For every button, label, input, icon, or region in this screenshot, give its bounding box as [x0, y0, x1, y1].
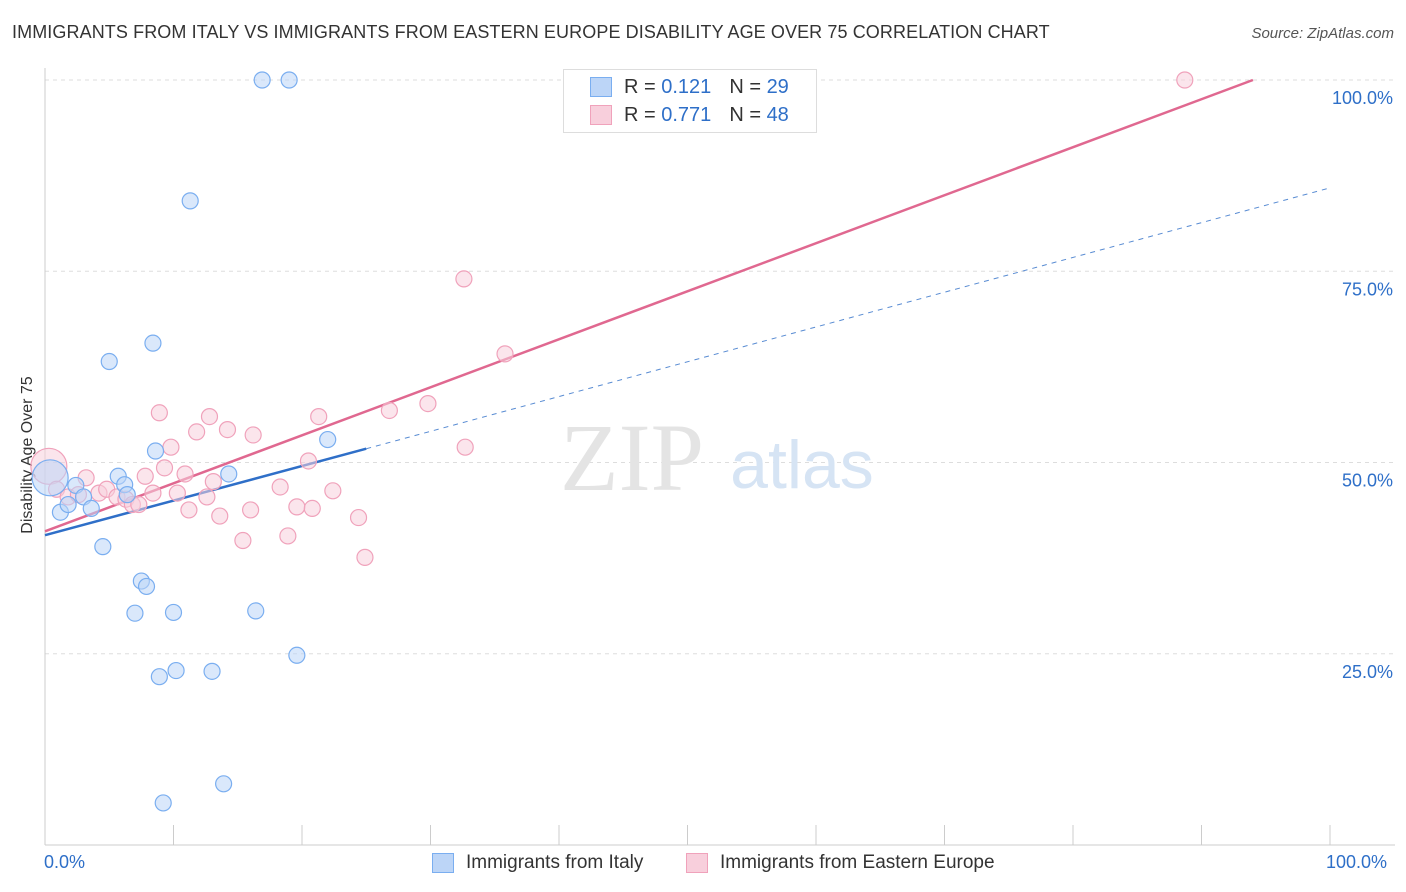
eeurope-point: [188, 423, 206, 441]
italy-point: [126, 604, 144, 622]
italy-point: [144, 334, 162, 352]
eeurope-point: [1176, 71, 1194, 89]
italy-point: [137, 577, 156, 596]
italy-legend-label: Immigrants from Italy: [466, 852, 644, 873]
watermark-zip: ZIP: [560, 404, 704, 511]
italy-point: [253, 71, 271, 89]
eeurope-point: [349, 508, 368, 527]
eeurope-point: [234, 531, 252, 550]
eeurope-point: [204, 473, 222, 491]
eeurope-n-label: N =: [729, 103, 767, 126]
italy-point: [31, 459, 69, 497]
italy-point: [118, 486, 136, 504]
eeurope-point: [324, 482, 342, 500]
italy-point: [215, 775, 233, 793]
watermark: ZIP atlas: [560, 404, 874, 511]
eeurope-point: [198, 488, 216, 506]
italy-point: [100, 352, 118, 371]
italy-point: [319, 430, 337, 449]
legend-row-italy: R = 0.121 N = 29: [564, 73, 789, 101]
eeurope-trend-line: [44, 78, 1254, 533]
eeurope-point: [244, 426, 262, 444]
italy-point: [181, 192, 199, 210]
italy-trend-extension: [366, 187, 1331, 450]
italy-r-value: 0.121: [661, 75, 712, 98]
eeurope-point: [310, 408, 328, 426]
italy-point: [146, 442, 165, 460]
eeurope-point: [279, 527, 297, 545]
eeurope-point: [456, 438, 474, 456]
italy-point: [82, 499, 100, 517]
eeurope-point: [496, 345, 514, 363]
eeurope-legend-swatch: [686, 853, 708, 873]
eeurope-point: [218, 421, 237, 439]
eeurope-point: [211, 507, 229, 525]
eeurope-point: [180, 501, 198, 519]
italy-point: [154, 794, 172, 812]
italy-legend-swatch: [432, 853, 454, 873]
italy-point: [280, 71, 298, 89]
eeurope-legend-label: Immigrants from Eastern Europe: [720, 852, 995, 873]
chart-title: IMMIGRANTS FROM ITALY VS IMMIGRANTS FROM…: [12, 22, 1050, 42]
italy-n-label: N =: [729, 75, 767, 98]
y-tick-label: 25.0%: [1342, 662, 1393, 682]
y-tick-label: 100.0%: [1332, 88, 1393, 108]
source-credit: Source: ZipAtlas.com: [1251, 25, 1394, 42]
italy-n-value: 29: [766, 75, 789, 98]
eeurope-point: [130, 495, 148, 514]
italy-point: [94, 538, 112, 556]
watermark-atlas: atlas: [730, 427, 874, 503]
y-tick-label: 75.0%: [1342, 279, 1393, 299]
eeurope-r-label: R =: [624, 103, 662, 126]
italy-point: [59, 495, 77, 514]
italy-swatch: [590, 77, 612, 97]
eeurope-point: [162, 438, 180, 456]
italy-point: [220, 465, 238, 483]
italy-r-label: R =: [624, 75, 662, 98]
gridlines: [45, 79, 1395, 655]
correlation-legend: R = 0.121 N = 29 R = 0.771 N = 48: [563, 69, 817, 133]
legend-item-italy[interactable]: Immigrants from Italy: [432, 852, 643, 874]
eeurope-point: [455, 270, 473, 288]
data-points: [30, 71, 1194, 812]
italy-point: [203, 662, 221, 680]
eeurope-r-value: 0.771: [661, 103, 712, 126]
italy-point: [247, 602, 265, 620]
x-tick-max: 100.0%: [1326, 852, 1388, 872]
eeurope-point: [288, 498, 306, 516]
italy-point: [167, 661, 185, 680]
eeurope-point: [419, 394, 437, 413]
eeurope-point: [155, 459, 174, 477]
eeurope-swatch: [590, 105, 612, 125]
eeurope-point: [176, 465, 194, 483]
eeurope-point: [200, 408, 219, 426]
y-tick-label: 50.0%: [1342, 471, 1393, 491]
eeurope-point: [299, 452, 318, 470]
eeurope-point: [380, 401, 398, 420]
x-tick-min: 0.0%: [44, 852, 86, 872]
eeurope-point: [242, 501, 260, 519]
italy-point: [288, 646, 306, 664]
legend-item-eeurope[interactable]: Immigrants from Eastern Europe: [686, 852, 995, 874]
eeurope-point: [150, 404, 168, 422]
legend-row-eeurope: R = 0.771 N = 48: [564, 101, 789, 129]
y-tick-labels: 25.0% 50.0% 75.0% 100.0%: [1332, 88, 1393, 682]
eeurope-point: [356, 548, 374, 566]
eeurope-point: [144, 484, 162, 502]
eeurope-n-value: 48: [766, 103, 789, 126]
italy-point: [150, 668, 168, 686]
eeurope-point: [136, 467, 154, 485]
eeurope-point: [271, 478, 289, 496]
italy-point: [164, 603, 183, 622]
eeurope-point: [303, 499, 321, 517]
eeurope-point: [168, 484, 186, 502]
